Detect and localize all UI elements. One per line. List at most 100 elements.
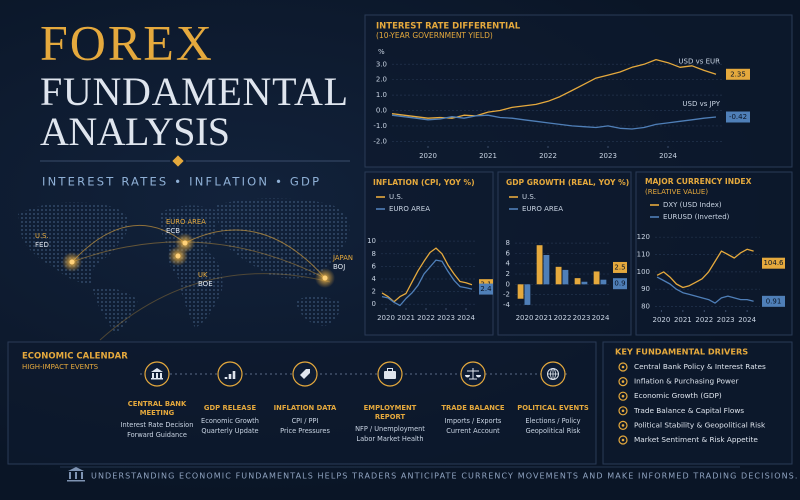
x-tick-label: 2021 xyxy=(674,316,692,324)
icon-part xyxy=(232,371,236,379)
bar xyxy=(581,281,588,285)
x-tick-label: 2024 xyxy=(592,314,610,322)
event-title: GDP RELEASE xyxy=(203,404,257,412)
connection-arc xyxy=(99,273,331,341)
chart-title: INTEREST RATE DIFFERENTIAL xyxy=(376,22,521,32)
series-name: USD vs JPY xyxy=(682,100,720,108)
x-tick-label: 2021 xyxy=(535,314,553,322)
marker xyxy=(175,253,181,259)
subtitle: INTEREST RATES • INFLATION • GDP xyxy=(42,175,321,189)
driver-icon xyxy=(618,362,628,372)
title-line: ANALYSIS xyxy=(40,109,230,154)
x-tick-label: 2024 xyxy=(659,152,677,160)
chart-title: GDP GROWTH (REAL, YOY %) xyxy=(506,178,629,187)
end-label: 0.9 xyxy=(614,280,625,288)
event-title: TRADE BALANCE xyxy=(441,404,505,412)
icon-part xyxy=(387,368,393,372)
event-icon xyxy=(384,368,396,379)
connection-arc xyxy=(71,224,186,263)
legend-label: EURO AREA xyxy=(522,205,563,213)
icon-part xyxy=(550,368,556,380)
end-label-box xyxy=(726,68,750,80)
y-tick-label: -2 xyxy=(503,291,510,299)
marker xyxy=(322,275,328,281)
axis-label: % xyxy=(378,48,385,56)
y-tick-label: 2.0 xyxy=(376,76,387,84)
event: TRADE BALANCE Imports / Exports Current Ac… xyxy=(431,404,515,436)
legend-label: EURO AREA xyxy=(389,205,430,213)
driver-icon xyxy=(618,377,628,387)
x-tick-label: 2022 xyxy=(417,314,435,322)
chart-subtitle: (RELATIVE VALUE) xyxy=(645,188,708,196)
icon-part xyxy=(151,368,163,372)
bar xyxy=(543,254,550,285)
y-tick-label: -2.0 xyxy=(373,137,387,145)
continent xyxy=(18,202,130,285)
footer-icon xyxy=(67,467,85,482)
x-tick-label: 2023 xyxy=(599,152,617,160)
event-detail: Quarterly Update xyxy=(201,426,259,435)
driver-label: Economic Growth (GDP) xyxy=(634,391,722,400)
bar xyxy=(574,278,581,285)
series-name: USD vs EUR xyxy=(678,57,720,65)
y-tick-label: -4 xyxy=(503,301,511,309)
event-detail: Imports / Exports xyxy=(444,416,502,425)
driver-icon-dot xyxy=(621,365,625,369)
bar xyxy=(593,271,600,285)
x-tick-label: 2022 xyxy=(539,152,557,160)
x-tick-label: 2020 xyxy=(419,152,437,160)
end-label-box xyxy=(762,257,785,269)
driver-label: Central Bank Policy & Interest Rates xyxy=(634,362,766,371)
x-tick-label: 2023 xyxy=(717,316,735,324)
end-label-box xyxy=(613,261,627,273)
end-label: 104.6 xyxy=(763,259,784,267)
icon-part xyxy=(151,378,163,380)
x-tick-label: 2020 xyxy=(516,314,534,322)
drivers-title: KEY FUNDAMENTAL DRIVERS xyxy=(615,347,748,357)
series-line xyxy=(381,247,473,303)
event-detail: Economic Growth xyxy=(201,416,259,425)
series-line xyxy=(656,248,754,289)
driver-icon xyxy=(618,435,628,445)
event-detail: Geopolitical Risk xyxy=(525,426,581,435)
y-tick-label: 8 xyxy=(506,239,510,247)
icon-part xyxy=(224,377,228,379)
event-title: POLITICAL EVENTS xyxy=(517,404,589,412)
y-tick-label: 1.0 xyxy=(376,91,387,99)
driver-icon-dot xyxy=(621,394,625,398)
end-label: 2.35 xyxy=(730,70,746,78)
event: EMPLOYMENT REPORT NFP / Unemployment Labor… xyxy=(348,404,432,444)
x-tick-label: 2024 xyxy=(738,316,756,324)
event-icon xyxy=(547,368,559,380)
region-label: UK xyxy=(198,271,208,279)
drivers-panel xyxy=(602,341,793,465)
icon-part xyxy=(300,369,310,379)
bar xyxy=(555,266,562,285)
bank-label: BOJ xyxy=(333,263,345,271)
icon-part xyxy=(228,374,232,379)
series-line xyxy=(391,114,717,130)
event-detail: Price Pressures xyxy=(280,426,330,435)
y-tick-label: 0.0 xyxy=(376,107,387,115)
y-tick-label: 10 xyxy=(367,237,376,245)
driver-label: Trade Balance & Capital Flows xyxy=(633,406,744,415)
event-detail: Interest Rate Decision xyxy=(120,421,194,429)
y-tick-label: 3.0 xyxy=(376,60,387,68)
footer-text: UNDERSTANDING ECONOMIC FUNDAMENTALS HELP… xyxy=(91,472,799,481)
driver-icon xyxy=(618,420,628,430)
event: INFLATION DATA CPI / PPI Price Pressures xyxy=(263,404,347,436)
end-label: 2.5 xyxy=(614,263,625,271)
icon-part xyxy=(160,373,162,378)
bank-label: BOE xyxy=(198,280,213,288)
driver-label: Inflation & Purchasing Power xyxy=(634,377,738,386)
world-map xyxy=(18,198,350,341)
y-tick-label: 4 xyxy=(506,260,511,268)
x-tick-label: 2024 xyxy=(457,314,475,322)
chart-panel xyxy=(635,171,793,336)
event-icon xyxy=(151,368,163,380)
event-icon xyxy=(300,369,310,379)
title-line: FUNDAMENTAL xyxy=(40,69,348,114)
x-tick-label: 2023 xyxy=(573,314,591,322)
driver-icon-dot xyxy=(621,438,625,442)
event-title: EMPLOYMENT REPORT xyxy=(363,404,417,421)
